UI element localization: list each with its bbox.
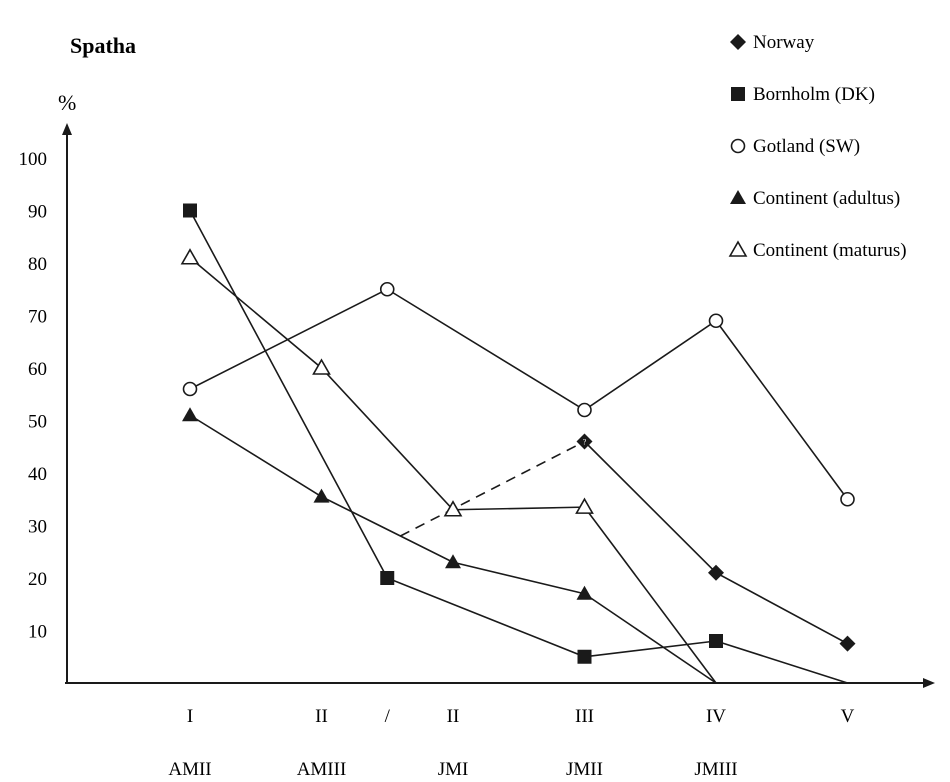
data-point-continent-adultus [182, 407, 198, 422]
y-tick-label: 100 [19, 149, 48, 170]
data-point-continent-adultus [576, 585, 593, 600]
y-tick-label: 30 [28, 517, 47, 538]
x-tick-label: II [315, 706, 328, 727]
data-point-continent-adultus [445, 554, 461, 569]
data-point-gotland-sw [577, 402, 592, 418]
data-point-gotland-sw [708, 313, 724, 329]
legend-marker-norway [730, 34, 746, 50]
data-point-gotland-sw [840, 491, 855, 507]
legend-label: Bornholm (DK) [753, 84, 875, 105]
data-point-norway [576, 433, 593, 450]
legend-marker-continent-adultus [730, 190, 746, 204]
x-category-label: JMIII [694, 759, 737, 780]
data-point-continent-maturus [443, 500, 463, 517]
y-axis-arrow [62, 123, 72, 135]
y-tick-label: 50 [28, 412, 47, 433]
series-line-continent-adultus [189, 414, 585, 595]
series-tail-line-bornholm-dk [715, 640, 848, 684]
legend-marker-gotland-sw [730, 138, 746, 154]
y-tick-label: 10 [28, 622, 47, 643]
legend-label: Continent (maturus) [753, 240, 907, 261]
x-category-label: JMII [566, 759, 603, 780]
data-point-continent-adultus [313, 488, 330, 503]
data-point-continent-maturus [180, 248, 200, 265]
y-tick-label: 40 [28, 464, 47, 485]
y-tick-label: 60 [28, 359, 47, 380]
legend-label: Continent (adultus) [753, 188, 900, 209]
legend-marker-bornholm-dk [731, 87, 745, 101]
data-point-gotland-sw [379, 281, 395, 297]
x-axis-arrow [923, 678, 935, 688]
series-line-bornholm-dk [189, 210, 717, 658]
data-point-continent-maturus [575, 497, 594, 514]
x-tick-label: IV [706, 706, 726, 727]
series-lines [189, 210, 849, 684]
x-tick-label: III [575, 706, 594, 727]
data-point-gotland-sw [182, 381, 198, 397]
x-tick-label: II [447, 706, 460, 727]
data-point-norway [708, 564, 724, 581]
y-tick-label: 70 [28, 307, 47, 328]
x-category-label: AMIII [297, 759, 347, 780]
data-point-bornholm-dk [577, 649, 592, 664]
y-axis-label: % [58, 90, 76, 115]
series-tail-line-continent-adultus [584, 593, 717, 684]
legend-marker-continent-maturus [728, 240, 748, 257]
chart-title: Spatha [70, 33, 136, 58]
x-category-label: JMI [438, 759, 469, 780]
data-point-bornholm-dk [380, 571, 395, 585]
y-tick-label: 80 [28, 254, 47, 275]
point-note: ? [583, 438, 587, 447]
x-tick-label: I [187, 706, 193, 727]
legend-label: Norway [753, 32, 815, 53]
axes: 10 20 30 40 50 60 70 80 90 100 [19, 123, 935, 688]
series-tail-line-continent-maturus [583, 506, 717, 684]
x-tick-label: V [841, 706, 855, 727]
data-point-norway [839, 635, 856, 652]
series-line-continent-maturus [189, 257, 585, 511]
series-dashed-line-norway [400, 440, 585, 537]
x-tick-label: / [385, 706, 391, 727]
data-point-continent-maturus [312, 358, 331, 375]
data-point-bornholm-dk [709, 634, 723, 648]
y-tick-label: 90 [28, 202, 47, 223]
data-point-bornholm-dk [183, 203, 197, 218]
x-category-label: AMII [168, 759, 211, 780]
y-tick-label: 20 [28, 569, 47, 590]
legend: Norway Bornholm (DK) Gotland (SW) Continent… [728, 32, 907, 261]
legend-label: Gotland (SW) [753, 136, 860, 157]
series-markers: ? [180, 203, 856, 664]
series-line-norway [583, 440, 848, 645]
